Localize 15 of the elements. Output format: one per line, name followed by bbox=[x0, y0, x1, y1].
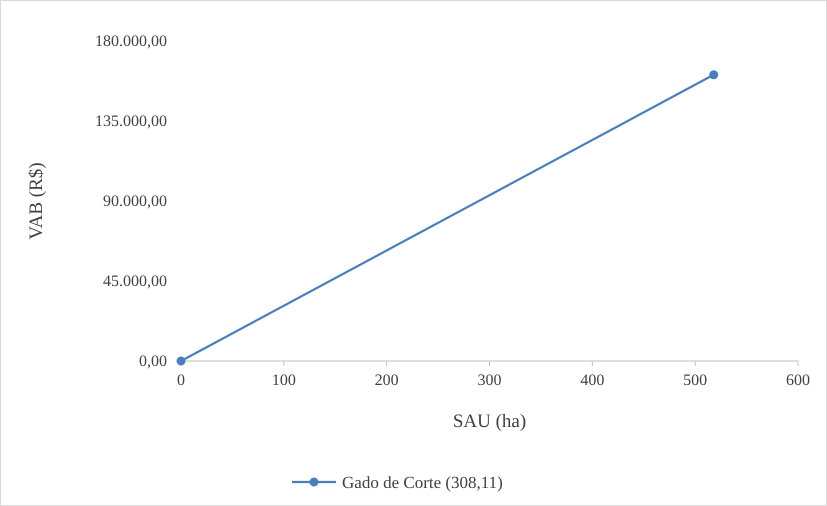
y-tick-label: 135.000,00 bbox=[95, 113, 167, 130]
y-axis-title: VAB (R$) bbox=[26, 162, 47, 240]
x-tick-label: 200 bbox=[374, 372, 399, 389]
x-axis-title: SAU (ha) bbox=[452, 411, 526, 432]
x-tick-label: 300 bbox=[478, 372, 502, 389]
legend-label: Gado de Corte (308,11) bbox=[342, 473, 503, 492]
x-tick-label: 0 bbox=[177, 372, 185, 389]
y-tick-label: 90.000,00 bbox=[103, 193, 167, 210]
x-tick-label: 100 bbox=[272, 372, 296, 389]
y-tick-label: 45.000,00 bbox=[103, 273, 167, 290]
y-tick-label: 0,00 bbox=[139, 353, 167, 370]
y-tick-label: 180.000,00 bbox=[95, 33, 167, 50]
x-tick-label: 400 bbox=[580, 372, 604, 389]
x-tick-label: 500 bbox=[683, 372, 708, 389]
x-tick-label: 600 bbox=[786, 372, 810, 389]
